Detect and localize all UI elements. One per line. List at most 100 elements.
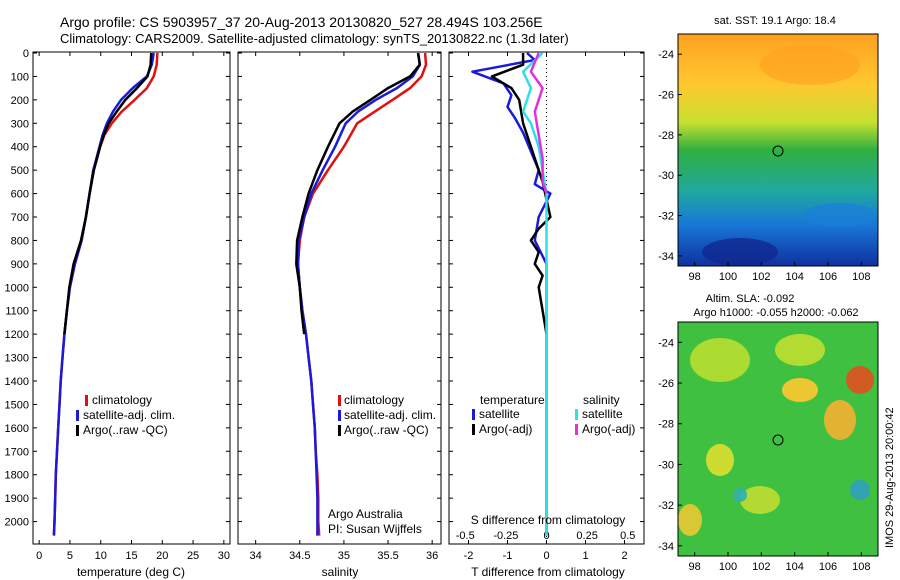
salinity-plot-frame	[237, 51, 442, 545]
y-tick-label: 1000	[5, 282, 29, 294]
sla-map	[677, 321, 879, 557]
y-tick-label: 2000	[5, 517, 29, 529]
y-tick-label: 1500	[5, 399, 29, 411]
map-y-tick-label: -32	[658, 500, 674, 512]
y-tick-label: 900	[11, 259, 29, 271]
legend-swatch-satellite	[338, 410, 341, 421]
map-x-tick-label: 104	[785, 271, 803, 283]
map-x-tick-label: 98	[689, 271, 701, 283]
sla-map-blob	[782, 378, 818, 402]
difference-legend-temperature: temperature satellite Argo(-adj)	[472, 393, 545, 436]
x-tick-label: 2	[621, 550, 627, 562]
map-y-tick-label: -28	[658, 130, 674, 142]
legend-title-temperature: temperature	[480, 393, 545, 407]
x-tick-label: 25	[187, 550, 199, 562]
map-y-tick-label: -26	[658, 378, 674, 390]
legend-swatch-sal-satellite	[575, 409, 578, 420]
series-line-blue	[296, 52, 422, 536]
x-tick-label: 10	[95, 550, 107, 562]
sst-map-blob	[760, 45, 860, 85]
sla-map-blob	[775, 334, 825, 366]
salinity-legend: climatology satellite-adj. clim. Argo(..…	[338, 393, 436, 437]
sla-map-blob	[678, 504, 702, 536]
series-line-black	[490, 53, 552, 335]
map-x-tick-label: 100	[719, 271, 737, 283]
sla-map-blob	[824, 400, 856, 440]
difference-xlabel-top: S difference from climatology	[471, 513, 626, 527]
y-tick-label: 1300	[5, 353, 29, 365]
legend-swatch-sal-argo	[575, 424, 578, 435]
map-y-tick-label: -32	[658, 211, 674, 223]
map-x-tick-label: 100	[719, 561, 737, 573]
y-tick-label: 1100	[5, 306, 29, 318]
y-tick-label: 0	[23, 48, 29, 60]
imos-stamp: IMOS 29-Aug-2013 20:00:42	[884, 407, 896, 548]
x-tick-label-top: 0.25	[576, 530, 597, 542]
x-tick-label: 35.5	[377, 550, 398, 562]
map-y-tick-label: -24	[658, 49, 674, 61]
x-tick-label: 20	[156, 550, 168, 562]
sla-map-blob	[706, 444, 734, 476]
sst-map-frame	[677, 33, 879, 267]
x-tick-label: -2	[464, 550, 474, 562]
y-tick-label: 500	[11, 165, 29, 177]
y-tick-label: 1400	[5, 376, 29, 388]
map-y-tick-label: -30	[658, 170, 674, 182]
legend-swatch-climatology	[85, 395, 88, 406]
sst-map-axes: 98 100 102 104 106 108 -24 -26 -28 -30 -32 -34	[658, 49, 870, 283]
map-x-tick-label: 106	[819, 561, 837, 573]
map-x-tick-label: 104	[785, 561, 803, 573]
y-tick-label: 1900	[5, 493, 29, 505]
legend-label-sal-satellite: satellite	[582, 407, 623, 421]
series-line-black	[295, 52, 422, 335]
map-y-tick-label: -34	[658, 251, 674, 263]
difference-legend-salinity: salinity satellite Argo(-adj)	[575, 393, 635, 436]
temperature-chart: 0100200300400500600700800900100011001200…	[5, 48, 230, 562]
map-y-tick-label: -24	[658, 337, 674, 349]
x-tick-label: 5	[67, 550, 73, 562]
header-line-1: Argo profile: CS 5903957_37 20-Aug-2013 …	[60, 14, 543, 30]
map-x-tick-label: 108	[852, 271, 870, 283]
legend-label-sal-argo: Argo(-adj)	[582, 422, 635, 436]
map-y-tick-label: -30	[658, 459, 674, 471]
x-tick-label: 36	[426, 550, 438, 562]
y-tick-label: 600	[11, 189, 29, 201]
legend-label-climatology: climatology	[344, 393, 404, 407]
salinity-chart: 34 34.5 35 35.5 36	[238, 52, 441, 562]
y-tick-label: 1200	[5, 329, 29, 341]
series-line-magenta	[529, 52, 548, 194]
y-tick-label: 200	[11, 95, 29, 107]
sla-map-subtitle: Argo h1000: -0.055 h2000: -0.062	[693, 307, 858, 319]
sla-map-axes: 98 100 102 104 106 108 -24 -26 -28 -30 -32 -34	[658, 337, 870, 573]
map-x-tick-label: 98	[689, 561, 701, 573]
y-tick-label: 1800	[5, 470, 29, 482]
sst-map-blob	[702, 238, 778, 266]
y-tick-label: 700	[11, 212, 29, 224]
sla-map-title: Altim. SLA: -0.092	[706, 293, 795, 305]
series-line-black	[63, 52, 153, 335]
x-tick-label: 0	[543, 550, 549, 562]
legend-title-salinity: salinity	[583, 393, 620, 407]
x-tick-label-top: -0.25	[493, 530, 518, 542]
map-x-tick-label: 102	[752, 561, 770, 573]
temperature-plot-frame	[32, 51, 231, 545]
map-x-tick-label: 106	[819, 271, 837, 283]
legend-label-satellite: satellite-adj. clim.	[83, 408, 175, 422]
map-x-tick-label: 108	[852, 561, 870, 573]
y-tick-label: 800	[11, 235, 29, 247]
argo-float-marker	[772, 434, 784, 446]
legend-swatch-temp-argo	[472, 424, 475, 435]
argo-float-marker	[772, 145, 784, 157]
legend-swatch-temp-satellite	[472, 409, 475, 420]
sla-map-frame	[677, 321, 879, 557]
legend-swatch-argo	[338, 425, 341, 436]
legend-label-climatology: climatology	[92, 393, 152, 407]
x-tick-label: 34.5	[289, 550, 310, 562]
x-tick-label: 30	[218, 550, 230, 562]
legend-label-argo: Argo(..raw -QC)	[344, 423, 429, 437]
y-tick-label: 1600	[5, 423, 29, 435]
salinity-annotation-2: PI: Susan Wijffels	[328, 522, 422, 536]
sla-map-blob	[690, 338, 750, 382]
map-x-tick-label: 102	[752, 271, 770, 283]
